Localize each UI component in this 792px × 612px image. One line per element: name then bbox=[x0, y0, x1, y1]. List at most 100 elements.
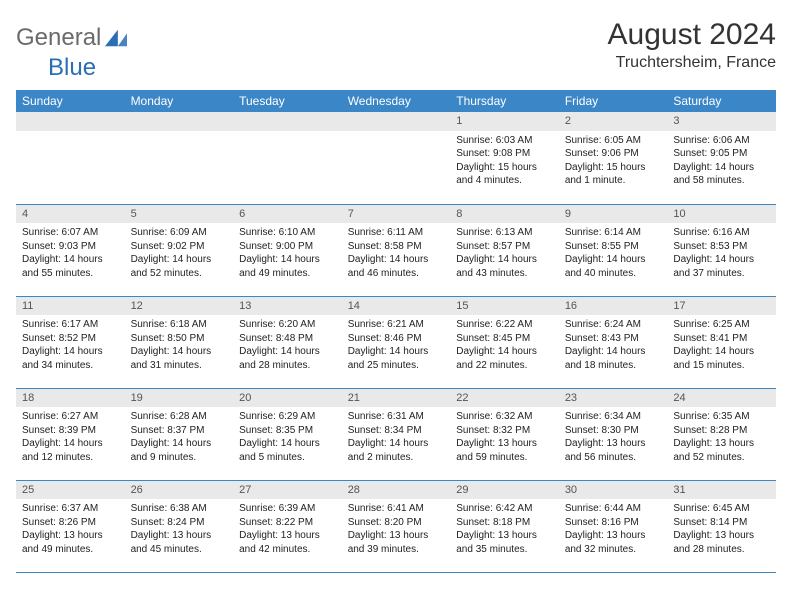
day-number: 23 bbox=[559, 389, 668, 408]
sunset-line: Sunset: 8:30 PM bbox=[565, 424, 662, 438]
sunrise-line: Sunrise: 6:16 AM bbox=[673, 226, 770, 240]
sunrise-line: Sunrise: 6:31 AM bbox=[348, 410, 445, 424]
sunset-line: Sunset: 8:24 PM bbox=[131, 516, 228, 530]
calendar-day-cell: 22Sunrise: 6:32 AMSunset: 8:32 PMDayligh… bbox=[450, 388, 559, 480]
day-number: 25 bbox=[16, 481, 125, 500]
day-number: 30 bbox=[559, 481, 668, 500]
calendar-table: SundayMondayTuesdayWednesdayThursdayFrid… bbox=[16, 90, 776, 573]
sunrise-line: Sunrise: 6:39 AM bbox=[239, 502, 336, 516]
day-number: 21 bbox=[342, 389, 451, 408]
calendar-week-row: 18Sunrise: 6:27 AMSunset: 8:39 PMDayligh… bbox=[16, 388, 776, 480]
sunset-line: Sunset: 9:06 PM bbox=[565, 147, 662, 161]
daylight-line: Daylight: 14 hours and 58 minutes. bbox=[673, 161, 770, 188]
calendar-day-cell: 19Sunrise: 6:28 AMSunset: 8:37 PMDayligh… bbox=[125, 388, 234, 480]
daylight-line: Daylight: 14 hours and 18 minutes. bbox=[565, 345, 662, 372]
sunset-line: Sunset: 8:35 PM bbox=[239, 424, 336, 438]
sunrise-line: Sunrise: 6:14 AM bbox=[565, 226, 662, 240]
sunrise-line: Sunrise: 6:24 AM bbox=[565, 318, 662, 332]
calendar-day-cell: 26Sunrise: 6:38 AMSunset: 8:24 PMDayligh… bbox=[125, 480, 234, 572]
day-content: Sunrise: 6:27 AMSunset: 8:39 PMDaylight:… bbox=[16, 407, 125, 468]
calendar-week-row: 4Sunrise: 6:07 AMSunset: 9:03 PMDaylight… bbox=[16, 204, 776, 296]
weekday-header: Monday bbox=[125, 90, 234, 112]
calendar-day-cell: 6Sunrise: 6:10 AMSunset: 9:00 PMDaylight… bbox=[233, 204, 342, 296]
day-content: Sunrise: 6:11 AMSunset: 8:58 PMDaylight:… bbox=[342, 223, 451, 284]
calendar-day-cell: 24Sunrise: 6:35 AMSunset: 8:28 PMDayligh… bbox=[667, 388, 776, 480]
day-number: 29 bbox=[450, 481, 559, 500]
day-content bbox=[233, 131, 342, 138]
calendar-day-cell: 16Sunrise: 6:24 AMSunset: 8:43 PMDayligh… bbox=[559, 296, 668, 388]
calendar-day-cell: 30Sunrise: 6:44 AMSunset: 8:16 PMDayligh… bbox=[559, 480, 668, 572]
sunset-line: Sunset: 8:22 PM bbox=[239, 516, 336, 530]
weekday-header: Friday bbox=[559, 90, 668, 112]
daylight-line: Daylight: 14 hours and 43 minutes. bbox=[456, 253, 553, 280]
calendar-week-row: 11Sunrise: 6:17 AMSunset: 8:52 PMDayligh… bbox=[16, 296, 776, 388]
day-number: 26 bbox=[125, 481, 234, 500]
calendar-day-cell: 15Sunrise: 6:22 AMSunset: 8:45 PMDayligh… bbox=[450, 296, 559, 388]
sunset-line: Sunset: 9:00 PM bbox=[239, 240, 336, 254]
calendar-day-cell: 31Sunrise: 6:45 AMSunset: 8:14 PMDayligh… bbox=[667, 480, 776, 572]
sunset-line: Sunset: 8:55 PM bbox=[565, 240, 662, 254]
sunset-line: Sunset: 8:28 PM bbox=[673, 424, 770, 438]
daylight-line: Daylight: 14 hours and 22 minutes. bbox=[456, 345, 553, 372]
logo-text-b: Blue bbox=[48, 54, 96, 81]
calendar-day-cell: 23Sunrise: 6:34 AMSunset: 8:30 PMDayligh… bbox=[559, 388, 668, 480]
day-content bbox=[16, 131, 125, 138]
calendar-day-cell: 8Sunrise: 6:13 AMSunset: 8:57 PMDaylight… bbox=[450, 204, 559, 296]
day-number: 1 bbox=[450, 112, 559, 131]
day-content: Sunrise: 6:41 AMSunset: 8:20 PMDaylight:… bbox=[342, 499, 451, 560]
sunset-line: Sunset: 9:03 PM bbox=[22, 240, 119, 254]
day-number: 31 bbox=[667, 481, 776, 500]
sunrise-line: Sunrise: 6:21 AM bbox=[348, 318, 445, 332]
calendar-day-cell bbox=[233, 112, 342, 204]
day-content: Sunrise: 6:25 AMSunset: 8:41 PMDaylight:… bbox=[667, 315, 776, 376]
calendar-day-cell: 4Sunrise: 6:07 AMSunset: 9:03 PMDaylight… bbox=[16, 204, 125, 296]
day-content: Sunrise: 6:07 AMSunset: 9:03 PMDaylight:… bbox=[16, 223, 125, 284]
sunrise-line: Sunrise: 6:34 AM bbox=[565, 410, 662, 424]
day-number: 10 bbox=[667, 205, 776, 224]
day-content: Sunrise: 6:05 AMSunset: 9:06 PMDaylight:… bbox=[559, 131, 668, 192]
day-content: Sunrise: 6:10 AMSunset: 9:00 PMDaylight:… bbox=[233, 223, 342, 284]
sunrise-line: Sunrise: 6:29 AM bbox=[239, 410, 336, 424]
day-content: Sunrise: 6:28 AMSunset: 8:37 PMDaylight:… bbox=[125, 407, 234, 468]
sunset-line: Sunset: 8:39 PM bbox=[22, 424, 119, 438]
calendar-day-cell: 14Sunrise: 6:21 AMSunset: 8:46 PMDayligh… bbox=[342, 296, 451, 388]
calendar-body: 1Sunrise: 6:03 AMSunset: 9:08 PMDaylight… bbox=[16, 112, 776, 572]
day-content: Sunrise: 6:18 AMSunset: 8:50 PMDaylight:… bbox=[125, 315, 234, 376]
daylight-line: Daylight: 14 hours and 5 minutes. bbox=[239, 437, 336, 464]
day-number: 6 bbox=[233, 205, 342, 224]
day-number: 19 bbox=[125, 389, 234, 408]
calendar-day-cell: 25Sunrise: 6:37 AMSunset: 8:26 PMDayligh… bbox=[16, 480, 125, 572]
sunset-line: Sunset: 8:14 PM bbox=[673, 516, 770, 530]
day-number bbox=[16, 112, 125, 131]
sunset-line: Sunset: 8:34 PM bbox=[348, 424, 445, 438]
day-content bbox=[342, 131, 451, 138]
sunrise-line: Sunrise: 6:27 AM bbox=[22, 410, 119, 424]
sunrise-line: Sunrise: 6:11 AM bbox=[348, 226, 445, 240]
day-content: Sunrise: 6:39 AMSunset: 8:22 PMDaylight:… bbox=[233, 499, 342, 560]
calendar-day-cell: 17Sunrise: 6:25 AMSunset: 8:41 PMDayligh… bbox=[667, 296, 776, 388]
weekday-header: Wednesday bbox=[342, 90, 451, 112]
day-number: 28 bbox=[342, 481, 451, 500]
sunrise-line: Sunrise: 6:22 AM bbox=[456, 318, 553, 332]
day-number: 16 bbox=[559, 297, 668, 316]
calendar-day-cell: 9Sunrise: 6:14 AMSunset: 8:55 PMDaylight… bbox=[559, 204, 668, 296]
daylight-line: Daylight: 13 hours and 59 minutes. bbox=[456, 437, 553, 464]
calendar-day-cell: 7Sunrise: 6:11 AMSunset: 8:58 PMDaylight… bbox=[342, 204, 451, 296]
day-content: Sunrise: 6:24 AMSunset: 8:43 PMDaylight:… bbox=[559, 315, 668, 376]
calendar-day-cell: 20Sunrise: 6:29 AMSunset: 8:35 PMDayligh… bbox=[233, 388, 342, 480]
sunset-line: Sunset: 8:43 PM bbox=[565, 332, 662, 346]
day-content: Sunrise: 6:13 AMSunset: 8:57 PMDaylight:… bbox=[450, 223, 559, 284]
daylight-line: Daylight: 14 hours and 55 minutes. bbox=[22, 253, 119, 280]
daylight-line: Daylight: 14 hours and 49 minutes. bbox=[239, 253, 336, 280]
day-number bbox=[342, 112, 451, 131]
daylight-line: Daylight: 14 hours and 28 minutes. bbox=[239, 345, 336, 372]
calendar-day-cell bbox=[16, 112, 125, 204]
day-number: 7 bbox=[342, 205, 451, 224]
day-number bbox=[125, 112, 234, 131]
day-content: Sunrise: 6:32 AMSunset: 8:32 PMDaylight:… bbox=[450, 407, 559, 468]
calendar-day-cell: 1Sunrise: 6:03 AMSunset: 9:08 PMDaylight… bbox=[450, 112, 559, 204]
daylight-line: Daylight: 13 hours and 49 minutes. bbox=[22, 529, 119, 556]
day-content: Sunrise: 6:31 AMSunset: 8:34 PMDaylight:… bbox=[342, 407, 451, 468]
sunrise-line: Sunrise: 6:13 AM bbox=[456, 226, 553, 240]
day-number: 27 bbox=[233, 481, 342, 500]
